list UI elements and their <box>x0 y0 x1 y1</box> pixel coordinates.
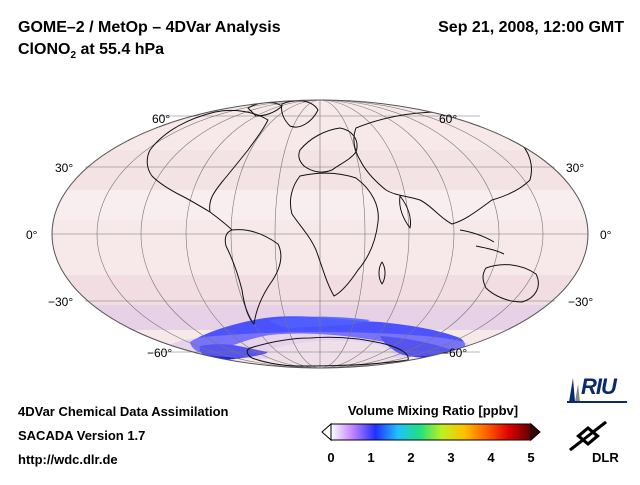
title-species-line: ClONO2 at 55.4 hPa <box>18 39 281 67</box>
colorbar-tick-1: 1 <box>367 450 375 465</box>
footer-url[interactable]: http://wdc.dlr.de <box>18 452 118 467</box>
colorbar-low-arrow <box>321 422 332 442</box>
colorbar-high-arrow <box>530 422 541 442</box>
lat-label-n30-left: 30° <box>55 161 73 175</box>
colorbar-tick-3: 3 <box>447 450 455 465</box>
lat-label-s60-left: −60° <box>147 346 172 360</box>
lat-label-s30-right: −30° <box>568 295 593 309</box>
colorbar-title: Volume Mixing Ratio [ppbv] <box>347 403 519 418</box>
map-outline <box>51 99 589 369</box>
species-subscript: 2 <box>70 50 77 62</box>
dlr-logo-text: DLR <box>592 450 619 465</box>
lat-label-eq-left: 0° <box>26 228 38 242</box>
lat-label-eq-right: 0° <box>600 228 612 242</box>
colorbar-tick-5: 5 <box>527 450 535 465</box>
riu-logo-text: RIU <box>581 374 617 399</box>
antarctica <box>246 336 409 367</box>
south-america <box>224 229 282 325</box>
lat-label-n60-right: 60° <box>439 112 457 126</box>
africa <box>289 172 379 297</box>
title-block: GOME–2 / MetOp – 4DVar Analysis ClONO2 a… <box>18 17 281 67</box>
australia <box>482 264 539 303</box>
colorbar-tick-4: 4 <box>487 450 495 465</box>
pressure-level: at 55.4 hPa <box>76 41 165 58</box>
lat-label-s30-left: −30° <box>48 295 73 309</box>
datetime-label: Sep 21, 2008, 12:00 GMT <box>438 19 624 36</box>
riu-logo-icon <box>567 378 627 403</box>
europe <box>298 127 358 173</box>
colorbar-tick-2: 2 <box>407 450 415 465</box>
north-america <box>146 109 269 213</box>
colorbar <box>321 422 541 442</box>
coastlines <box>146 100 539 367</box>
lat-label-n30-right: 30° <box>566 161 584 175</box>
footer-line-1: 4DVar Chemical Data Assimilation <box>18 404 229 419</box>
lat-label-n60-left: 60° <box>152 112 170 126</box>
title-main: GOME–2 / MetOp – 4DVar Analysis <box>18 19 281 36</box>
ozone-hole-ring <box>190 316 466 356</box>
dlr-logo-icon <box>569 420 607 452</box>
greenland <box>281 100 319 128</box>
lat-label-s60-right: −60° <box>442 346 467 360</box>
lat-labels: 60° 60° 30° 30° 0° 0° −30° −30° −60° −60… <box>26 112 612 360</box>
colorbar-tick-0: 0 <box>327 450 335 465</box>
colorbar-bar <box>330 423 532 441</box>
species-name: ClONO <box>18 41 71 58</box>
footer-line-2: SACADA Version 1.7 <box>18 428 146 443</box>
